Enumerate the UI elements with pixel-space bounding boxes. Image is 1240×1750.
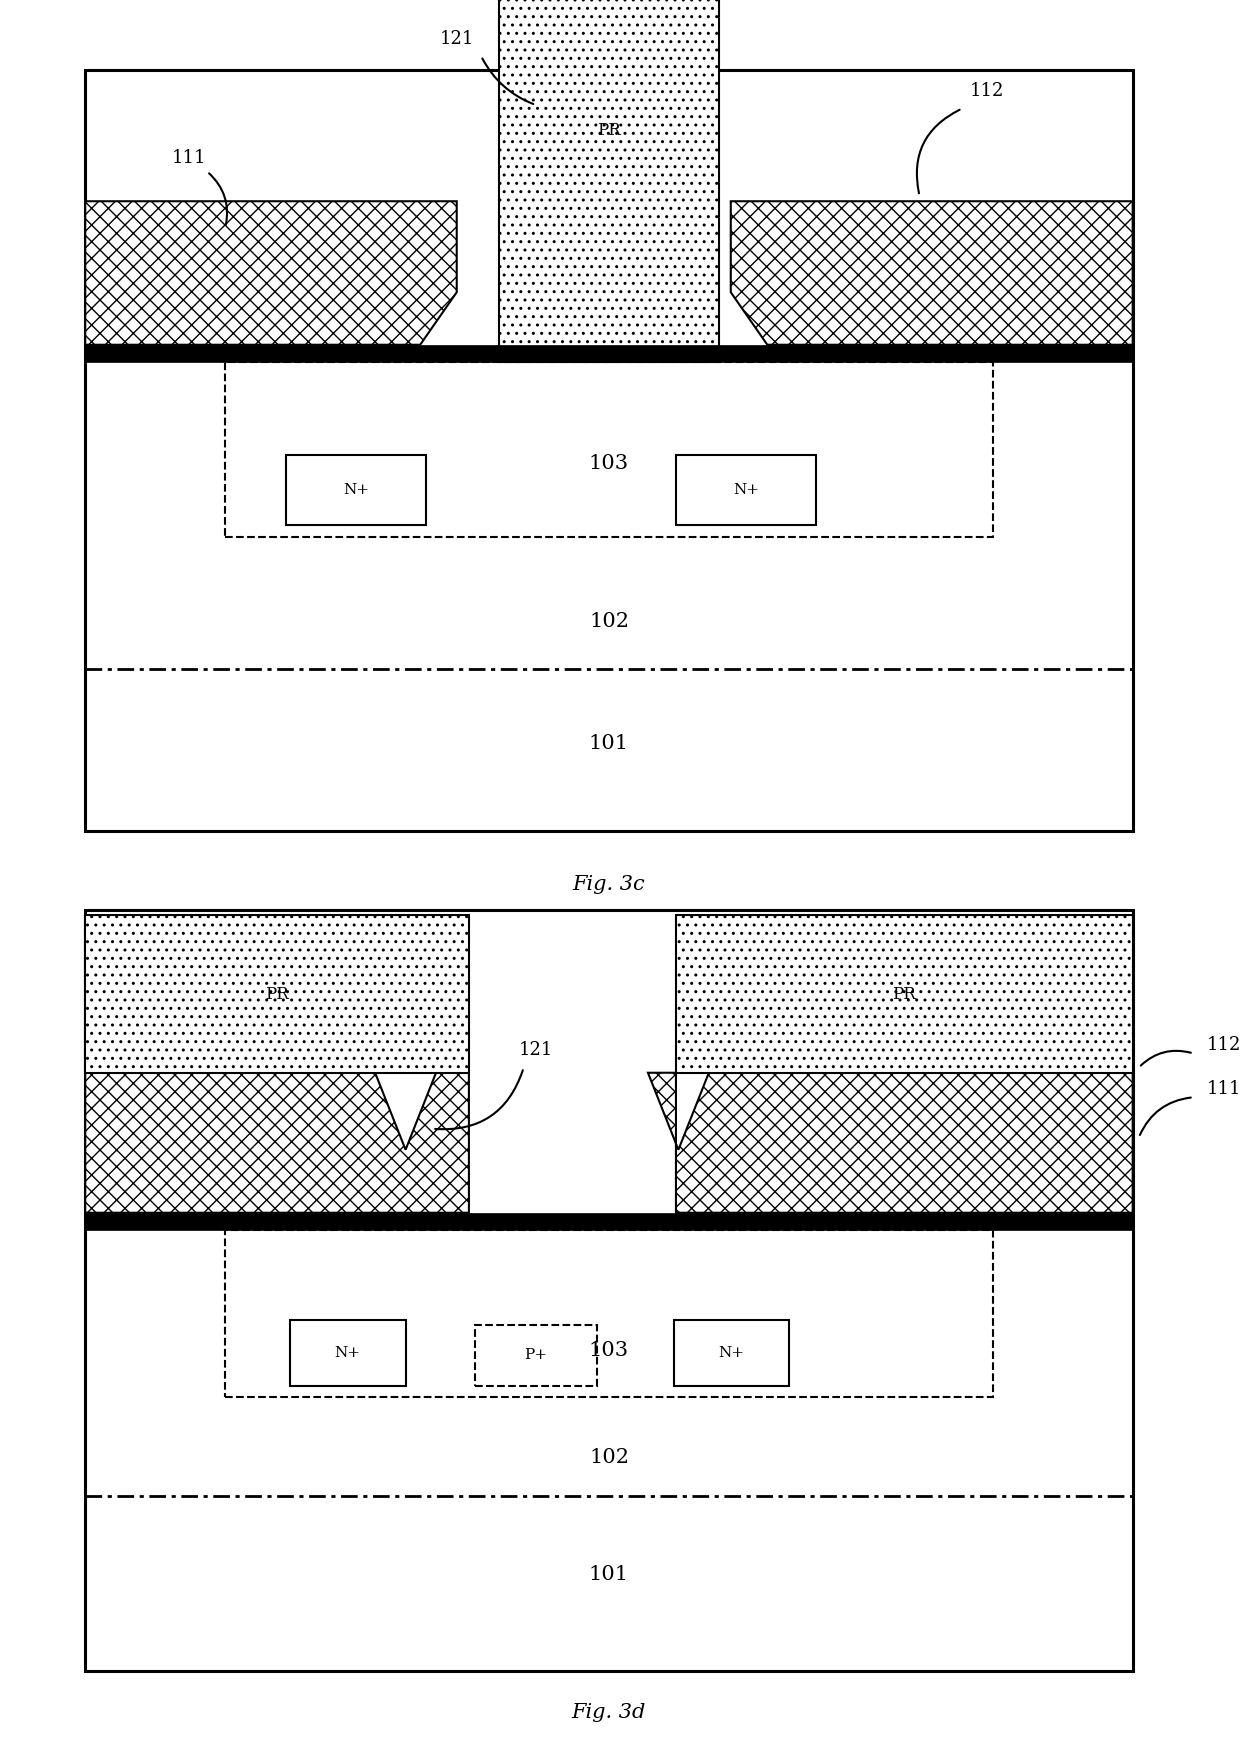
Text: N+: N+ — [718, 1346, 744, 1360]
Text: 101: 101 — [589, 1566, 629, 1584]
Text: N+: N+ — [343, 483, 370, 497]
Polygon shape — [86, 201, 456, 345]
Polygon shape — [649, 1073, 1132, 1213]
Text: PR: PR — [893, 985, 916, 1003]
Bar — [676, 915, 1132, 1073]
Text: 112: 112 — [1207, 1036, 1240, 1054]
Text: 111: 111 — [1207, 1080, 1240, 1097]
Bar — [226, 362, 993, 537]
Bar — [86, 910, 1132, 1671]
Text: 103: 103 — [589, 1342, 629, 1360]
Text: PR: PR — [265, 985, 289, 1003]
Text: Fig. 3c: Fig. 3c — [573, 875, 645, 894]
Text: 103: 103 — [589, 455, 629, 472]
Polygon shape — [730, 201, 1132, 345]
Bar — [86, 915, 469, 1073]
Bar — [290, 1320, 405, 1386]
Bar — [226, 1230, 993, 1397]
Text: N+: N+ — [335, 1346, 361, 1360]
Bar — [676, 455, 816, 525]
Bar — [86, 1213, 1132, 1230]
Text: P+: P+ — [525, 1349, 547, 1363]
Bar — [86, 345, 1132, 362]
Bar — [500, 0, 719, 362]
Text: N+: N+ — [733, 483, 759, 497]
Text: 112: 112 — [970, 82, 1003, 100]
Polygon shape — [86, 1073, 469, 1213]
Bar — [286, 455, 427, 525]
Text: 101: 101 — [589, 735, 629, 752]
Text: Fig. 3d: Fig. 3d — [572, 1703, 646, 1722]
Bar — [86, 70, 1132, 831]
Text: PR: PR — [598, 123, 621, 138]
Bar — [475, 1325, 596, 1386]
Text: 111: 111 — [171, 149, 206, 166]
Text: 121: 121 — [518, 1041, 553, 1059]
Text: 102: 102 — [589, 612, 629, 630]
Text: 121: 121 — [439, 30, 474, 47]
Text: 102: 102 — [589, 1449, 629, 1466]
Bar — [673, 1320, 789, 1386]
